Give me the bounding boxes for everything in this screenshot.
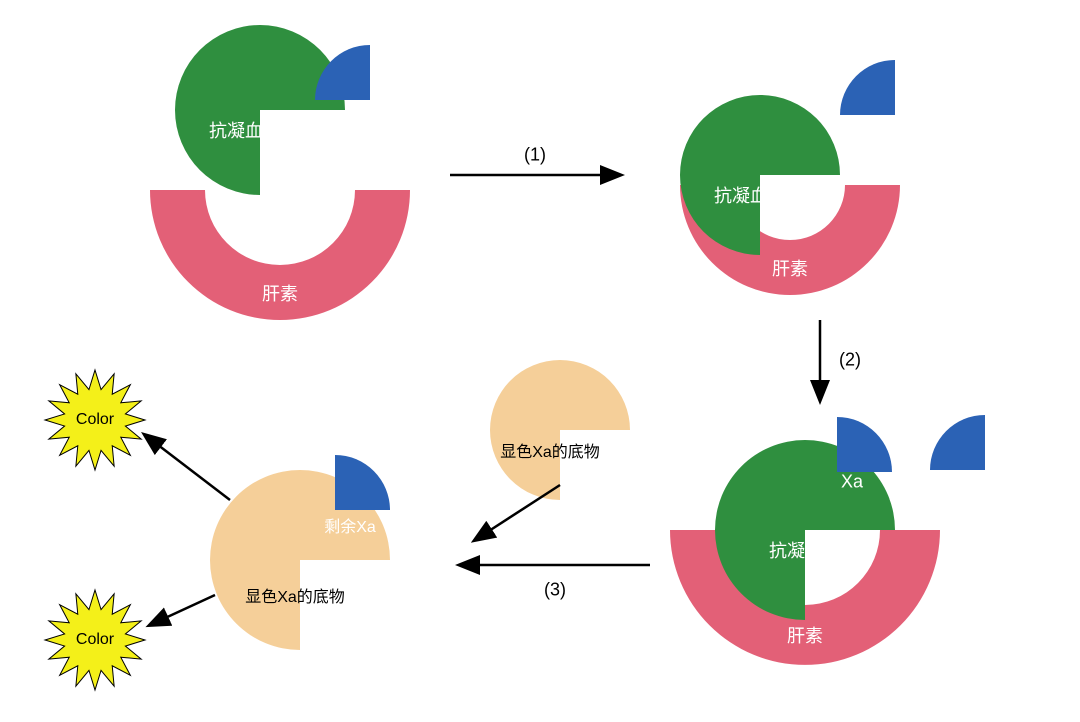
diagram-canvas: 抗凝血酶Xa肝素抗凝血酶Xa肝素抗凝血酶Xa肝素剩余Xa显色Xa的底物显色Xa的… xyxy=(0,0,1080,722)
diagram-svg xyxy=(0,0,1080,722)
color-star-bottom xyxy=(45,590,145,690)
arrow-a4 xyxy=(145,435,230,500)
substrate-free xyxy=(490,360,630,500)
stage1-antithrombin xyxy=(175,25,345,195)
stage2-antithrombin xyxy=(680,95,840,255)
stage3-residual-xa xyxy=(930,415,985,470)
arrow-a3b xyxy=(475,485,560,540)
stage4-residual-xa xyxy=(335,455,390,510)
stage1-heparin-ring xyxy=(150,190,410,320)
color-star-top xyxy=(45,370,145,470)
stage3-xa-in-complex xyxy=(837,417,892,472)
arrow-a5 xyxy=(150,595,215,625)
stage2-xa-wedge xyxy=(840,60,895,115)
